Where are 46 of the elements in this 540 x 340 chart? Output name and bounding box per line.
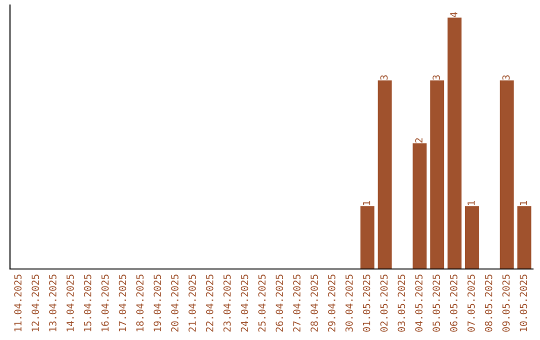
x-tick-label: 10.05.2025 (520, 274, 528, 332)
x-tick-label: 18.04.2025 (136, 274, 144, 332)
x-tick-label: 09.05.2025 (502, 274, 510, 332)
x-tick-label: 06.05.2025 (450, 274, 458, 332)
data-label: 3 (380, 75, 388, 80)
x-tick-label: 17.04.2025 (118, 274, 126, 332)
bar (430, 80, 444, 269)
x-tick-label: 16.04.2025 (101, 274, 109, 332)
x-tick-label: 22.04.2025 (206, 274, 214, 332)
bar (465, 206, 479, 269)
x-tick-label: 14.04.2025 (66, 274, 74, 332)
x-tick-label: 28.04.2025 (310, 274, 318, 332)
x-tick-label: 29.04.2025 (328, 274, 336, 332)
data-label: 2 (415, 138, 422, 143)
data-label: 3 (502, 75, 510, 80)
bar (378, 80, 392, 269)
x-tick-label: 19.04.2025 (154, 274, 162, 332)
x-tick-label: 02.05.2025 (380, 274, 388, 332)
x-tick-label: 13.04.2025 (49, 274, 56, 332)
x-tick-label: 25.04.2025 (258, 274, 266, 332)
data-label: 4 (450, 12, 458, 18)
bar (448, 18, 462, 269)
x-tick-label: 27.04.2025 (293, 274, 300, 332)
x-tick-label: 08.05.2025 (484, 274, 492, 332)
x-tick-label: 05.05.2025 (432, 274, 440, 332)
x-tick-label: 03.05.2025 (398, 274, 406, 332)
x-tick-label: 01.05.2025 (362, 274, 370, 332)
bar (412, 143, 427, 269)
data-label: 1 (468, 200, 475, 205)
x-tick-label: 12.04.2025 (32, 274, 39, 332)
x-tick-label: 26.04.2025 (276, 274, 284, 332)
bar (500, 80, 514, 269)
x-tick-label: 20.04.2025 (171, 274, 178, 332)
x-tick-label: 21.04.2025 (188, 274, 196, 332)
x-tick-label: 15.04.2025 (84, 274, 92, 332)
x-tick-label: 24.04.2025 (240, 274, 248, 332)
x-tick-label: 07.05.2025 (467, 274, 475, 332)
x-tick-label: 11.04.2025 (14, 274, 22, 332)
data-label: 1 (520, 200, 527, 205)
x-tick-label: 23.04.2025 (223, 274, 231, 332)
x-tick-label: 04.05.2025 (415, 274, 423, 332)
x-tick-label: 30.04.2025 (345, 274, 353, 332)
bar (517, 206, 532, 269)
data-label: 1 (363, 200, 370, 205)
bar (360, 206, 374, 269)
data-label: 3 (432, 75, 440, 80)
